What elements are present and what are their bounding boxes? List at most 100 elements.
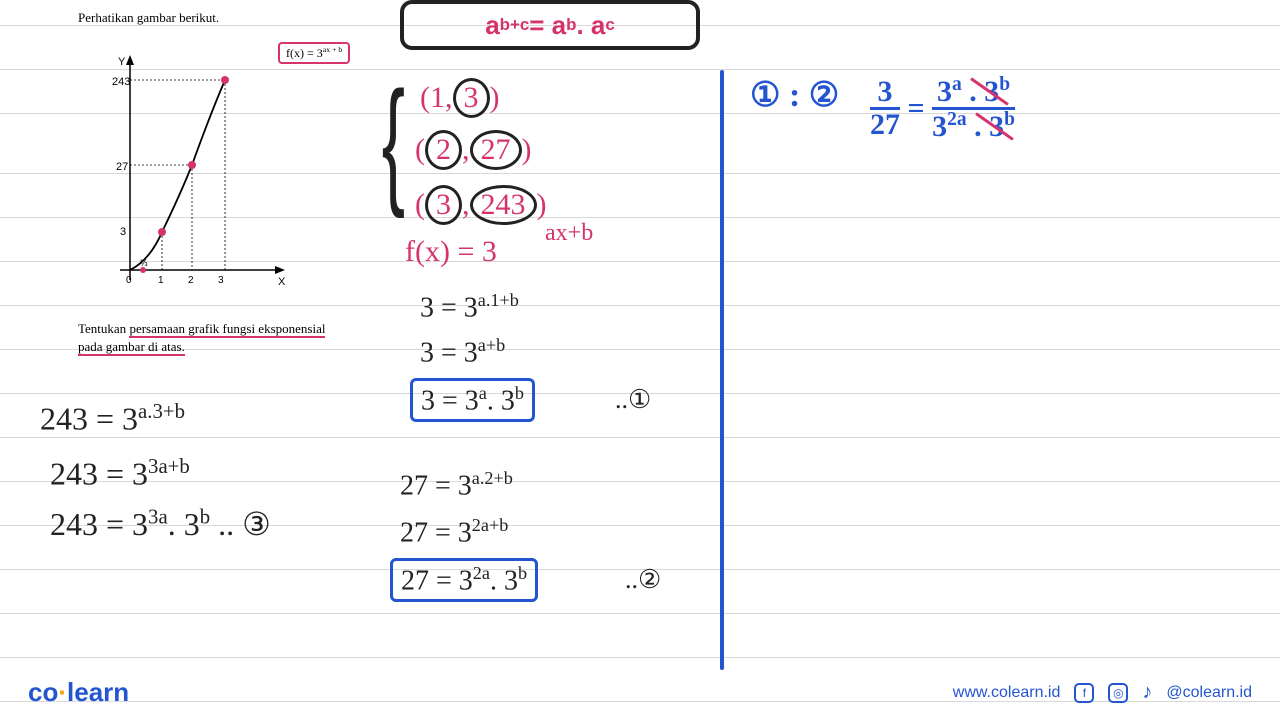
p1x: 1: [430, 81, 445, 114]
wc4: 3 = 3: [421, 385, 479, 416]
wc4a: a: [479, 383, 487, 403]
frnae: a: [952, 74, 962, 95]
wl3b: b: [200, 505, 210, 528]
footer-handle: @colearn.id: [1166, 684, 1252, 702]
footer-right: www.colearn.id f ◎ ♪ @colearn.id: [953, 681, 1252, 704]
svg-text:Y: Y: [118, 56, 126, 68]
line-27-2: 27 = 32a+b: [400, 515, 508, 549]
fx-exp: ax+b: [545, 220, 593, 247]
point-3: (3,243): [415, 185, 547, 225]
logo-b: learn: [67, 677, 129, 707]
eq-1-box: 3 = 3a. 3b: [410, 378, 535, 422]
problem-instruction: Tentukan persamaan grafik fungsi ekspone…: [78, 320, 368, 356]
p3x: 3: [425, 185, 462, 225]
wl1: 243 = 3: [40, 401, 138, 437]
tf-a: a: [485, 10, 499, 41]
fln: 3: [870, 77, 900, 107]
problem-title: Perhatikan gambar berikut.: [78, 10, 358, 26]
facebook-icon: f: [1074, 683, 1094, 703]
graph: Y X 243 27 3 0 1 2 3 ⅓: [110, 50, 290, 300]
svg-text:3: 3: [120, 226, 126, 238]
line-27-1: 27 = 3a.2+b: [400, 468, 513, 502]
formula-base: f(x) = 3: [286, 46, 323, 60]
frdae: 2a: [947, 109, 967, 130]
tf-dot: . a: [576, 10, 605, 41]
p2y: 27: [470, 130, 522, 170]
wr-h: ① : ②: [750, 77, 839, 114]
tf-e1: b+c: [500, 15, 530, 35]
wc2: 3 = 3: [420, 292, 478, 323]
p2x: 2: [425, 130, 462, 170]
wc3e: a+b: [478, 335, 505, 355]
instr-1: Tentukan: [78, 321, 126, 336]
instr-3: pada gambar di atas.: [78, 339, 185, 356]
frna: 3: [937, 75, 952, 108]
eq-2-box: 27 = 32a. 3b: [390, 558, 538, 602]
svg-text:27: 27: [116, 161, 128, 173]
wc5e: a.2+b: [472, 468, 513, 488]
logo-dot: ·: [58, 677, 67, 707]
problem-box: Perhatikan gambar berikut. f(x) = 3ax + …: [78, 10, 358, 34]
fraction-work: 3 27 = 3a . 3b 32a . 3b: [870, 75, 1015, 142]
tag1: ①: [628, 385, 651, 414]
frdbe: b: [1004, 109, 1015, 130]
frdb: . 3: [974, 110, 1004, 143]
wc1: f(x) = 3: [405, 235, 497, 268]
division-header: ① : ②: [750, 75, 839, 115]
instr-2: persamaan grafik fungsi eksponensial: [129, 321, 325, 338]
footer: co·learn www.colearn.id f ◎ ♪ @colearn.i…: [0, 677, 1280, 708]
point-1: (1,3): [420, 78, 500, 118]
svg-text:1: 1: [158, 275, 164, 286]
wl3: 243 = 3: [50, 506, 148, 542]
fx-line: f(x) = 3: [405, 235, 497, 269]
tag3: ③: [242, 506, 271, 542]
logo-a: co: [28, 677, 58, 707]
wl3a: 3a: [148, 505, 168, 528]
line-3-1: 3 = 3a.1+b: [420, 290, 519, 324]
frnb: . 3: [969, 75, 999, 108]
svg-text:2: 2: [188, 275, 194, 286]
line-243-3: 243 = 33a. 3b .. ③: [50, 505, 271, 543]
tag2: ②: [638, 565, 661, 594]
point-2: (2,27): [415, 130, 532, 170]
footer-url: www.colearn.id: [953, 684, 1061, 702]
p3y: 243: [470, 185, 537, 225]
wl1e: a.3+b: [138, 400, 185, 423]
exponent-rule-box: ab+c = ab. ac: [400, 0, 700, 50]
svg-text:X: X: [278, 276, 286, 288]
instagram-icon: ◎: [1108, 683, 1128, 703]
frnbe: b: [999, 74, 1010, 95]
wl2: 243 = 3: [50, 456, 148, 492]
wc3: 3 = 3: [420, 337, 478, 368]
svg-text:3: 3: [218, 275, 224, 286]
tiktok-icon: ♪: [1142, 681, 1152, 704]
tf-e3: c: [605, 15, 614, 35]
wr-eq: =: [908, 92, 933, 125]
wc7d: . 3: [490, 565, 518, 596]
wc4b: b: [515, 383, 524, 403]
logo: co·learn: [28, 677, 129, 708]
line-243-2: 243 = 33a+b: [50, 455, 190, 493]
vertical-divider: [720, 70, 724, 670]
fld: 27: [870, 107, 900, 140]
wl3d: . 3: [168, 506, 200, 542]
line-243-1: 243 = 3a.3+b: [40, 400, 185, 438]
formula-exp: ax + b: [323, 45, 343, 54]
wc7b: b: [518, 563, 527, 583]
wl2e: 3a+b: [148, 455, 190, 478]
wc6: 27 = 3: [400, 517, 472, 548]
svg-text:243: 243: [112, 76, 130, 88]
line-3-2: 3 = 3a+b: [420, 335, 505, 369]
p1y: 3: [453, 78, 490, 118]
eq-2-tag: ..②: [625, 565, 661, 595]
frda: 3: [932, 110, 947, 143]
tf-eq: = a: [529, 10, 566, 41]
wc4d: . 3: [487, 385, 515, 416]
wc7: 27 = 3: [401, 565, 473, 596]
wc6e: 2a+b: [472, 515, 509, 535]
wc2e: a.1+b: [478, 290, 519, 310]
tf-e2: b: [566, 15, 576, 35]
brace: {: [382, 60, 405, 222]
wc7a: 2a: [473, 563, 490, 583]
wc5: 27 = 3: [400, 470, 472, 501]
